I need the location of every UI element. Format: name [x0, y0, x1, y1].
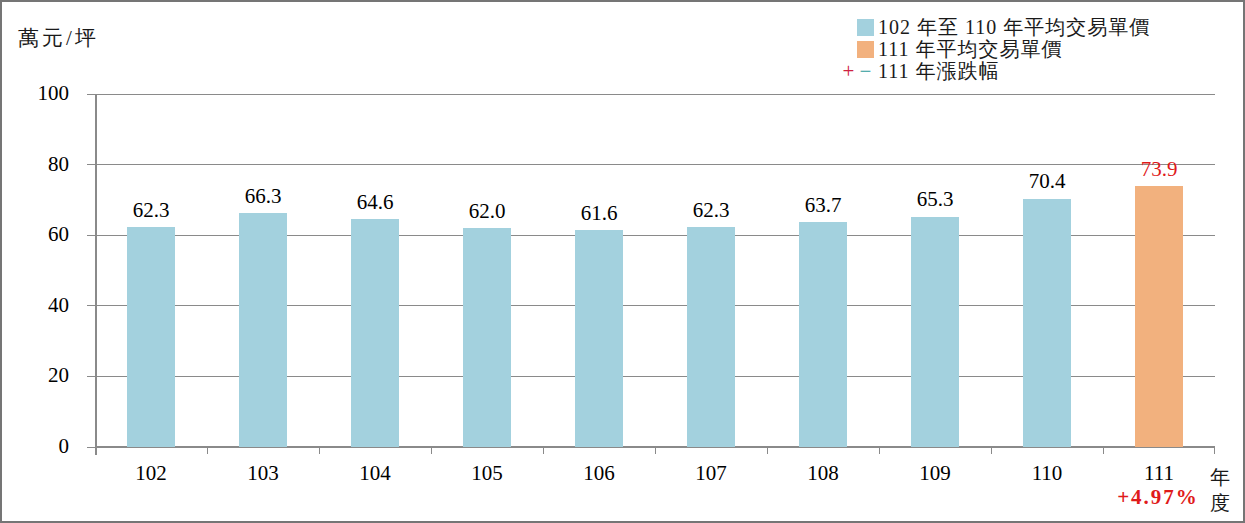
y-axis-tick	[87, 164, 95, 165]
x-axis-tick-label: 103	[218, 461, 308, 486]
bar	[239, 213, 287, 447]
bar-value-label: 70.4	[1002, 169, 1092, 194]
bar-value-label: 62.3	[106, 198, 196, 223]
y-axis-tick	[87, 376, 95, 377]
bar-value-label: 63.7	[778, 193, 868, 218]
x-axis-tick	[1103, 447, 1104, 454]
x-axis-tick	[767, 447, 768, 454]
legend-marker-cell	[836, 41, 874, 58]
x-axis-tick-label: 102	[106, 461, 196, 486]
legend-marker-cell	[836, 19, 874, 36]
bar-current-year	[1135, 186, 1183, 447]
x-axis-tick-label: 107	[666, 461, 756, 486]
y-axis-tick-label: 60	[7, 222, 69, 247]
bar-value-label: 64.6	[330, 190, 420, 215]
bar	[575, 230, 623, 447]
legend-marker-cell: +−	[836, 63, 874, 80]
x-axis-tick	[431, 447, 432, 454]
plus-icon: +	[840, 63, 857, 80]
bar-value-label: 73.9	[1114, 157, 1204, 182]
x-axis-tick-label: 111	[1114, 461, 1204, 486]
gridline	[95, 94, 1215, 95]
y-axis-tick	[87, 447, 95, 448]
x-axis-tick	[207, 447, 208, 454]
y-axis-tick	[87, 94, 95, 95]
legend-item-change: +− 111 年漲跌幅	[836, 60, 1150, 82]
bar	[463, 228, 511, 447]
x-axis-tick	[655, 447, 656, 454]
y-axis-tick-label: 20	[7, 363, 69, 388]
x-axis-tick	[991, 447, 992, 454]
chart-canvas: 萬元/坪 102 年至 110 年平均交易單價 111 年平均交易單價 +− 1…	[0, 0, 1245, 523]
historical-series-swatch	[857, 19, 874, 36]
bar	[127, 227, 175, 447]
x-axis-tick-label: 106	[554, 461, 644, 486]
y-axis-line	[95, 94, 97, 455]
bar-value-label: 61.6	[554, 201, 644, 226]
bar	[1023, 199, 1071, 448]
y-axis-tick-label: 100	[7, 81, 69, 106]
bar	[351, 219, 399, 447]
x-axis-tick-label: 108	[778, 461, 868, 486]
change-annotation: +4.97%	[1087, 485, 1229, 510]
plot-area: 62.3 66.3 64.6 62.0 61.6 62.3 63.7 65.3 70.4 73.9	[95, 94, 1215, 447]
bar-value-label: 62.0	[442, 199, 532, 224]
bar-value-label: 66.3	[218, 184, 308, 209]
bar-value-label: 65.3	[890, 187, 980, 212]
x-axis-tick-label: 109	[890, 461, 980, 486]
y-axis-tick-label: 40	[7, 293, 69, 318]
x-axis-tick	[879, 447, 880, 454]
y-axis-unit-label: 萬元/坪	[18, 24, 99, 52]
gridline	[95, 164, 1215, 165]
x-axis-tick	[543, 447, 544, 454]
legend-label-change: 111 年漲跌幅	[878, 58, 1000, 85]
x-axis-tick-label: 105	[442, 461, 532, 486]
y-axis-tick-label: 0	[7, 434, 69, 459]
x-axis-title: 年度	[1210, 464, 1234, 516]
y-axis-tick	[87, 235, 95, 236]
bar	[687, 227, 735, 447]
x-axis-tick-label: 110	[1002, 461, 1092, 486]
y-axis-tick	[87, 305, 95, 306]
bar	[911, 217, 959, 448]
legend: 102 年至 110 年平均交易單價 111 年平均交易單價 +− 111 年漲…	[836, 16, 1150, 82]
x-axis-tick-label: 104	[330, 461, 420, 486]
bar	[799, 222, 847, 447]
x-axis-tick	[319, 447, 320, 454]
minus-icon: −	[857, 63, 874, 80]
x-axis-tick	[1214, 447, 1215, 454]
current-series-swatch	[857, 41, 874, 58]
y-axis-tick-label: 80	[7, 152, 69, 177]
x-axis-tick	[95, 447, 96, 454]
bar-value-label: 62.3	[666, 198, 756, 223]
